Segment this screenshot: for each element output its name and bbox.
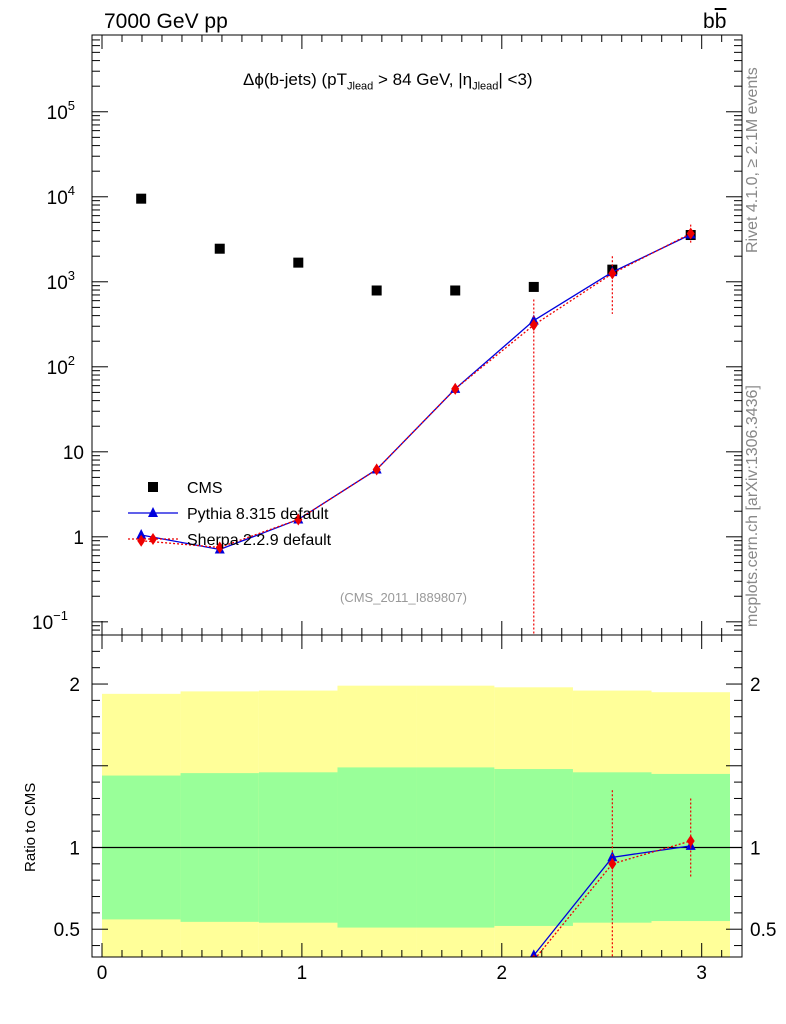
sherpa-point: [686, 227, 695, 240]
legend-sherpa-label: Sherpa 2.2.9 default: [187, 532, 332, 549]
y-tick-label: 10−1: [32, 608, 68, 634]
y-tick-label: 10: [63, 443, 84, 464]
cms-point: [293, 257, 304, 268]
sherpa-point: [451, 382, 460, 395]
sherpa-point: [294, 513, 303, 526]
header-right: bb: [703, 10, 726, 34]
sherpa-ratio-point: [608, 857, 617, 870]
watermark: (CMS_2011_I889807): [340, 590, 467, 605]
ratio-y-tick-label: 1: [69, 838, 80, 859]
sherpa-point: [137, 534, 146, 547]
cms-point: [371, 285, 382, 296]
sherpa-line: [141, 232, 691, 549]
y-tick-label: 103: [47, 268, 75, 294]
header-left: 7000 GeV pp: [104, 10, 228, 33]
x-tick-label: 0: [97, 963, 108, 984]
title-part-b: > 84 GeV, |η: [373, 70, 473, 89]
rivet-label: Rivet 4.1.0, ≥ 2.1M events: [744, 67, 761, 253]
title-sub-2: Jlead: [472, 80, 499, 93]
ratio-y-tick-label: 0.5: [54, 920, 80, 941]
y-tick-label: 102: [47, 353, 75, 379]
sherpa-ratio-point: [686, 834, 695, 847]
ratio-y-tick-label-right: 0.5: [750, 920, 776, 941]
series-layer: [136, 193, 696, 635]
ratio-y-tick-label: 2: [69, 675, 80, 696]
header-right-b: b: [703, 10, 715, 33]
pythia-point: [136, 529, 147, 540]
chart-title: Δϕ(b-jets) (pTJlead > 84 GeV, |ηJlead| <…: [243, 70, 533, 92]
ratio-y-tick-label-right: 1: [750, 838, 761, 859]
title-sub-1: Jlead: [347, 80, 374, 93]
sherpa-point: [215, 541, 224, 554]
cms-point: [214, 243, 225, 254]
x-tick-label: 3: [696, 963, 707, 984]
ratio-ylabel: Ratio to CMS: [22, 782, 39, 872]
legend: CMS Pythia 8.315 default Sherpa 2.2.9 defa…: [128, 480, 332, 549]
legend-pythia-marker: [148, 507, 158, 517]
legend-pythia-label: Pythia 8.315 default: [187, 506, 329, 523]
sherpa-point: [372, 463, 381, 476]
sherpa-point: [608, 267, 617, 280]
pythia-ratio-point: [607, 851, 618, 862]
y-tick-label: 105: [47, 98, 75, 124]
ratio-series-layer: [529, 790, 696, 957]
pythia-line: [141, 233, 691, 551]
title-part-c: | <3): [498, 70, 533, 89]
ratio-y-tick-label-right: 2: [750, 675, 761, 696]
x-tick-label: 1: [297, 963, 308, 984]
mcplots-label: mcplots.cern.ch [arXiv:1306.3436]: [744, 385, 761, 627]
cms-point: [450, 285, 461, 296]
legend-cms-marker: [148, 482, 158, 492]
pythia-ratio-line: [529, 845, 691, 957]
ratio-frame: [91, 634, 743, 958]
title-part-a: Δϕ(b-jets) (pT: [243, 70, 347, 89]
pythia-ratio-point: [529, 949, 538, 957]
legend-cms-label: CMS: [187, 480, 223, 497]
y-tick-label: 1: [73, 528, 84, 549]
legend-sherpa-marker: [149, 533, 157, 545]
cms-point: [528, 281, 539, 292]
cms-point: [136, 193, 147, 204]
y-tick-label: 104: [47, 183, 75, 209]
sherpa-point: [529, 319, 538, 332]
header-right-bbar: b: [714, 10, 727, 33]
ratio-bands: [102, 685, 730, 957]
x-tick-label: 2: [497, 963, 508, 984]
sherpa-ratio-point: [531, 954, 536, 957]
